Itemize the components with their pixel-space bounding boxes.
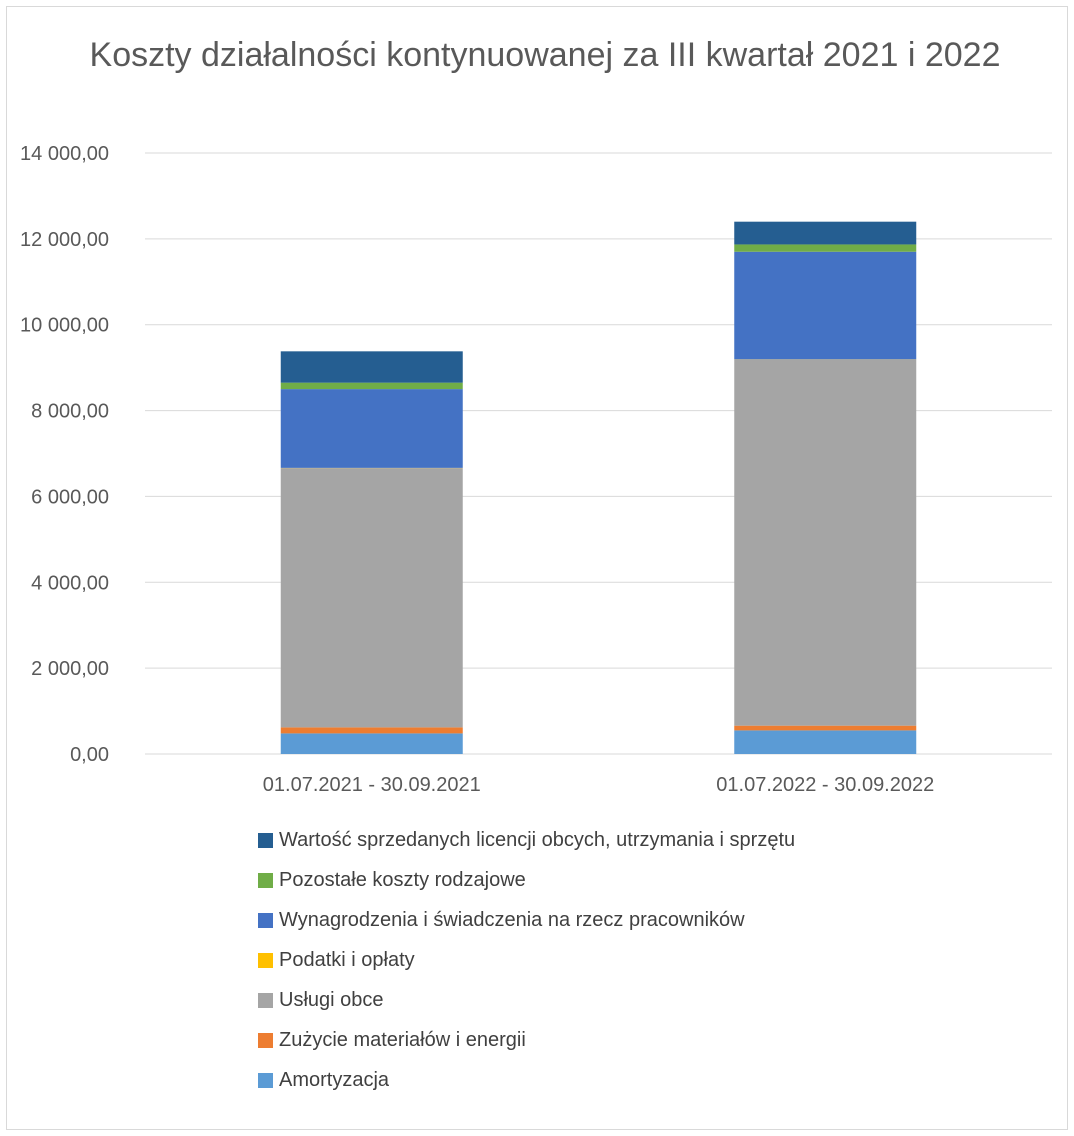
legend-item: Usługi obce [258, 980, 958, 1020]
bar-segment [280, 382, 463, 390]
legend-item: Pozostałe koszty rodzajowe [258, 860, 958, 900]
bar-segment [734, 730, 917, 754]
y-tick-label: 10 000,00 [20, 315, 109, 337]
x-tick-label: 01.07.2022 - 30.09.2022 [716, 774, 934, 796]
legend-swatch [258, 952, 273, 968]
bar-segment [280, 351, 463, 383]
legend-item: Amortyzacja [258, 1060, 958, 1100]
y-tick-label: 6 000,00 [31, 486, 109, 508]
legend-label: Wynagrodzenia i świadczenia na rzecz pra… [279, 908, 745, 931]
legend-swatch [258, 1032, 273, 1048]
bar-segment [734, 251, 917, 360]
legend-label: Zużycie materiałów i energii [279, 1028, 526, 1051]
bar-segment [280, 733, 463, 754]
plot-area: 0,00 2 000,00 4 000,00 6 000,00 8 000,00 10 0… [20, 143, 1052, 796]
legend-label: Podatki i opłaty [279, 948, 415, 971]
y-tick-label: 14 000,00 [20, 143, 109, 165]
legend-swatch [258, 912, 273, 928]
legend-item: Wartość sprzedanych licencji obcych, utr… [258, 820, 958, 860]
bar-segment [280, 468, 463, 728]
y-tick-label: 8 000,00 [31, 401, 109, 423]
legend-swatch [258, 832, 273, 848]
legend-swatch [258, 872, 273, 888]
legend-item: Zużycie materiałów i energii [258, 1020, 958, 1060]
bar-segment [734, 725, 917, 731]
legend-label: Usługi obce [279, 988, 384, 1011]
legend-label: Wartość sprzedanych licencji obcych, utr… [279, 828, 796, 851]
bar-segment [280, 727, 463, 734]
y-tick-label: 12 000,00 [20, 229, 109, 251]
bar-segment [734, 244, 917, 252]
bar-segment [734, 221, 917, 245]
x-tick-label: 01.07.2021 - 30.09.2021 [263, 774, 481, 796]
legend-label: Pozostałe koszty rodzajowe [279, 868, 526, 891]
y-tick-label: 4 000,00 [31, 572, 109, 594]
bar-segment [734, 359, 917, 726]
legend-item: Podatki i opłaty [258, 940, 958, 980]
legend-item: Wynagrodzenia i świadczenia na rzecz pra… [258, 900, 958, 940]
bar-segment [280, 389, 463, 468]
chart-title: Koszty działalności kontynuowanej za III… [89, 36, 1001, 74]
y-tick-label: 2 000,00 [31, 658, 109, 680]
legend-swatch [258, 992, 273, 1008]
legend-swatch [258, 1072, 273, 1088]
chart-legend: Wartość sprzedanych licencji obcych, utr… [258, 820, 958, 1100]
legend-label: Amortyzacja [279, 1068, 390, 1091]
y-tick-label: 0,00 [70, 744, 109, 766]
